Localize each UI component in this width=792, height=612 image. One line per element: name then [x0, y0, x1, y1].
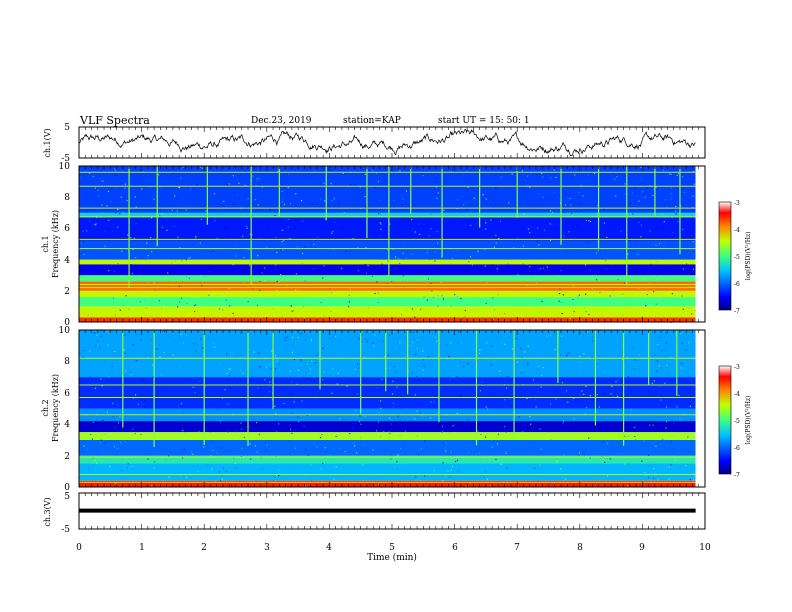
start-time-label: start UT = 15: 50: 1 [438, 116, 530, 126]
ch1-spec-ytick-10: 10 [59, 162, 71, 172]
ch1-cb-tick-m3: -3 [734, 200, 740, 207]
ch1-spec-ytick-8: 8 [64, 193, 70, 203]
ch2-spec-band [79, 480, 696, 487]
ch2-spec-band [79, 421, 696, 433]
ch2-spec-ytick-10: 10 [59, 326, 71, 336]
ch1-cb-tick-m7: -7 [734, 308, 740, 315]
ch1-waveform-trace [78, 129, 696, 156]
ch2-spec-band [79, 377, 696, 409]
ch1-wave-ytick-bottom: -5 [61, 154, 70, 164]
ch2-spec-ytick-8: 8 [64, 357, 70, 367]
ch1-cb-tick-m6: -6 [734, 281, 740, 288]
ch1-spec-ytick-6: 6 [64, 224, 70, 234]
ch2-spec-ytick-4: 4 [64, 420, 70, 430]
ch1-spec-ytick-4: 4 [64, 256, 70, 266]
ch2-spec-band [79, 455, 696, 464]
date-label: Dec.23, 2019 [251, 116, 312, 126]
ch2-cb-tick-m7: -7 [734, 472, 740, 479]
ch1-spec-band [79, 306, 696, 318]
ch2-colorbar: -3 -4 -5 -6 -7 log(PSD)(V²/Hz) [718, 364, 752, 479]
ch1-spec-band [79, 275, 696, 282]
x-axis: 0 1 2 3 4 5 6 7 8 9 10 Time (min) [76, 543, 711, 563]
ch1-colorbar-label: log(PSD)(V²/Hz) [745, 232, 752, 281]
ch1-spec-band [79, 264, 696, 276]
x-axis-tick-marks [78, 127, 706, 529]
ch2-spec-ylabel-frequency: Frequency (kHz) [51, 374, 60, 442]
ch3-wave-ylabel: ch.3(V) [43, 497, 52, 526]
ch1-colorbar: -3 -4 -5 -6 -7 log(PSD)(V²/Hz) [718, 200, 752, 315]
ch2-spectrogram-panel: 0 2 4 6 8 10 ch.2 Frequency (kHz) -3 -4 … [41, 326, 752, 493]
ch1-spec-band [79, 281, 696, 291]
ch1-wave-ylabel: ch.1(V) [43, 128, 52, 157]
ch1-colorbar-gradient [718, 201, 732, 311]
x-tick-label-3: 3 [264, 543, 270, 553]
ch1-spec-band [79, 166, 696, 213]
x-axis-label: Time (min) [367, 552, 417, 563]
ch1-spec-band [79, 297, 696, 307]
ch2-spec-ytick-6: 6 [64, 389, 70, 399]
x-tick-label-7: 7 [514, 543, 520, 553]
ch2-spec-ytick-2: 2 [64, 452, 70, 462]
x-tick-label-2: 2 [201, 543, 207, 553]
ch1-spec-band [79, 217, 696, 241]
ch3-wave-ytick-bottom: -5 [61, 525, 70, 535]
figure-title: VLF Spectra [79, 114, 150, 127]
x-tick-label-6: 6 [452, 543, 458, 553]
ch2-colorbar-label: log(PSD)(V²/Hz) [745, 396, 752, 445]
ch1-spec-band [79, 290, 696, 298]
ch2-spec-band [79, 439, 696, 456]
ch2-spectrogram-yticks: 0 2 4 6 8 10 [59, 326, 71, 493]
ch2-spec-band [79, 432, 696, 440]
ch2-cb-tick-m3: -3 [734, 364, 740, 371]
ch1-spec-ytick-2: 2 [64, 287, 70, 297]
ch1-spec-ylabel-frequency: Frequency (kHz) [51, 210, 60, 278]
ch2-cb-tick-m6: -6 [734, 445, 740, 452]
ch1-waveform-panel: 5 -5 ch.1(V) [43, 123, 706, 164]
x-tick-label-4: 4 [326, 543, 332, 553]
ch2-spec-band [79, 330, 696, 378]
ch2-colorbar-gradient [718, 365, 732, 475]
x-tick-label-0: 0 [76, 543, 82, 553]
ch1-spec-ytick-0: 0 [64, 318, 70, 328]
ch2-cb-tick-m4: -4 [734, 391, 740, 398]
x-tick-label-10: 10 [699, 543, 711, 553]
x-tick-label-5: 5 [389, 543, 395, 553]
ch1-spec-band [79, 212, 696, 218]
ch2-spec-ytick-0: 0 [64, 483, 70, 493]
ch2-spec-band [79, 463, 696, 481]
ch2-cb-tick-m5: -5 [734, 418, 740, 425]
ch1-waveform-trace-layer [78, 129, 696, 156]
station-label: station=KAP [343, 116, 401, 126]
ch3-wave-ytick-top: 5 [64, 492, 70, 502]
ch1-spec-band [79, 259, 696, 265]
ch1-cb-tick-m4: -4 [734, 227, 740, 234]
x-tick-label-8: 8 [577, 543, 583, 553]
ch1-cb-tick-m5: -5 [734, 254, 740, 261]
figure-header: VLF Spectra Dec.23, 2019 station=KAP sta… [79, 114, 530, 127]
ch3-waveform-panel: 5 -5 ch.3(V) [43, 492, 706, 535]
ch2-spectrogram-image [79, 330, 705, 488]
ch1-spec-ylabel-channel: ch.1 [41, 235, 50, 252]
x-tick-label-1: 1 [139, 543, 145, 553]
ch1-wave-ytick-top: 5 [64, 123, 70, 133]
ch1-spec-band [79, 317, 696, 322]
ch1-spectrogram-yticks: 0 2 4 6 8 10 [59, 162, 71, 328]
ch1-spectrogram-panel: 0 2 4 6 8 10 ch.1 Frequency (kHz) -3 -4 … [41, 162, 752, 328]
x-tick-label-9: 9 [639, 543, 645, 553]
ch1-spectrogram-image [79, 166, 705, 323]
ch2-spec-ylabel-channel: ch.2 [41, 399, 50, 416]
